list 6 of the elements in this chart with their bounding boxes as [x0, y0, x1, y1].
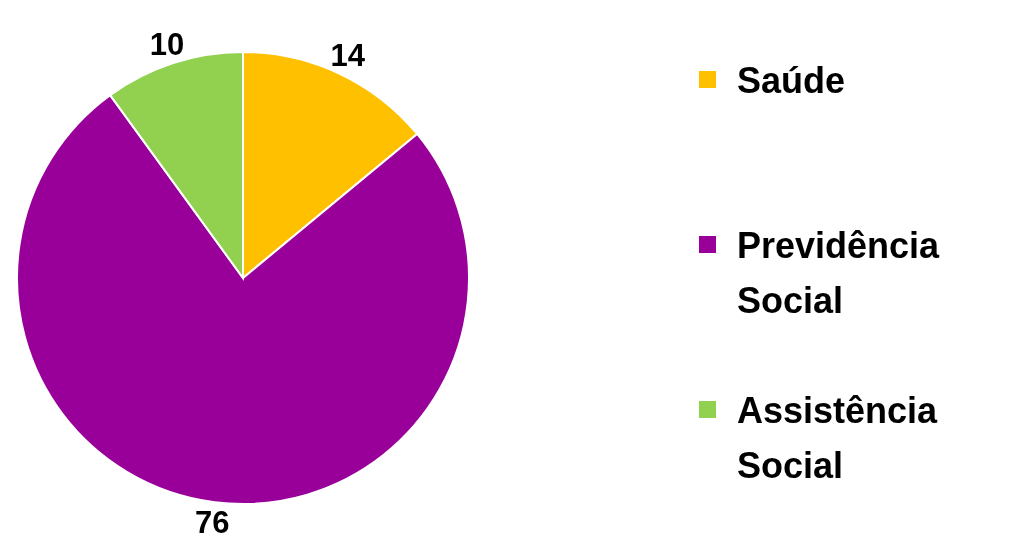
- legend-label: Previdência Social: [737, 224, 941, 321]
- data-label: 10: [149, 26, 185, 62]
- legend-label: Assistência Social: [737, 389, 939, 486]
- legend-label: Saúde: [737, 59, 846, 101]
- data-label: 14: [330, 37, 366, 73]
- data-label: 76: [194, 504, 230, 540]
